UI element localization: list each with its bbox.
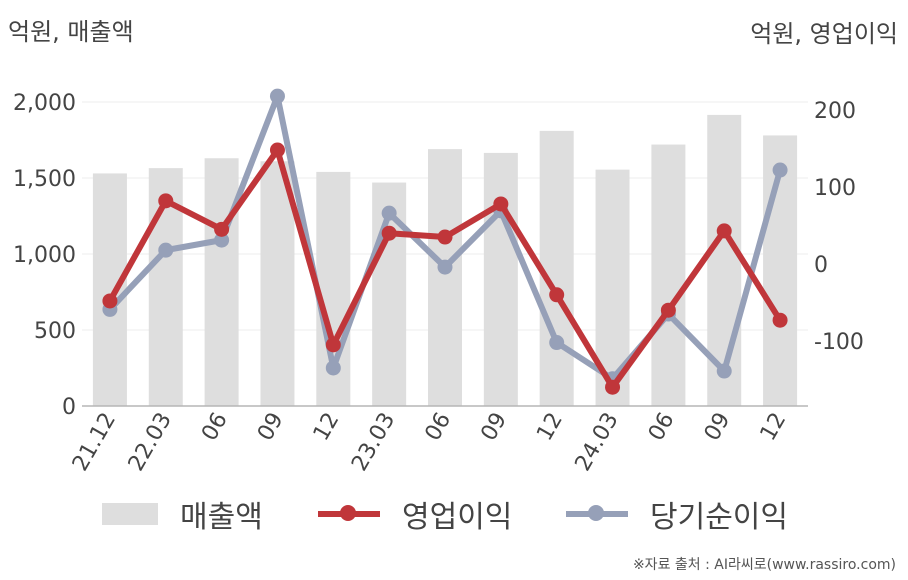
x-tick-label: 09 — [700, 409, 736, 446]
net-income-point — [158, 242, 174, 258]
source-note: ※자료 출처 : AI라씨로(www.rassiro.com) — [632, 557, 896, 573]
revenue-bar — [260, 161, 295, 406]
x-tick-label: 06 — [421, 409, 457, 446]
revenue-bar — [92, 173, 127, 406]
legend-item-operating-profit: 영업이익 — [318, 492, 512, 536]
left-tick-label: 1,500 — [13, 167, 76, 192]
legend-label-revenue: 매출액 — [180, 500, 263, 535]
x-tick-label: 09 — [476, 409, 512, 446]
x-tick-label: 06 — [197, 409, 233, 446]
operating-profit-point — [214, 221, 230, 237]
revenue-bar — [428, 149, 462, 406]
x-tick-label: 22.03 — [124, 409, 177, 476]
right-tick-label: -100 — [814, 330, 864, 355]
right-tick-label: 200 — [814, 99, 856, 124]
legend-swatch-net-income — [566, 505, 628, 521]
legend-label-net-income: 당기순이익 — [650, 500, 788, 535]
operating-profit-point — [493, 196, 509, 212]
operating-profit-point — [381, 225, 397, 241]
x-tick-label: 12 — [756, 409, 792, 446]
legend-label-operating-profit: 영업이익 — [402, 500, 513, 535]
x-tick-label: 06 — [644, 409, 680, 446]
legend-item-net-income: 당기순이익 — [566, 492, 788, 536]
left-tick-label: 0 — [62, 395, 76, 420]
x-tick-label: 24.03 — [571, 409, 624, 476]
legend-item-revenue: 매출액 — [102, 492, 263, 536]
left-tick-label: 500 — [34, 319, 76, 344]
net-income-point — [772, 162, 788, 178]
operating-profit-point — [102, 293, 118, 309]
revenue-bar — [483, 152, 518, 406]
operating-profit-point — [437, 229, 453, 245]
operating-profit-point — [325, 337, 341, 353]
operating-profit-point — [605, 379, 621, 395]
net-income-point — [437, 259, 453, 275]
operating-profit-point — [772, 312, 788, 328]
revenue-bar — [204, 158, 239, 406]
net-income-point — [381, 205, 397, 221]
left-tick-label: 1,000 — [13, 243, 76, 268]
legend-swatch-operating-profit — [318, 505, 380, 521]
net-income-point — [325, 360, 341, 376]
operating-profit-point — [716, 223, 732, 239]
right-tick-label: 100 — [814, 176, 856, 201]
operating-profit-point — [269, 142, 285, 158]
right-tick-label: 0 — [814, 253, 828, 278]
legend: 매출액 영업이익 당기순이익 — [0, 492, 908, 536]
net-income-point — [549, 335, 565, 351]
x-tick-label: 12 — [532, 409, 568, 446]
left-tick-label: 2,000 — [13, 91, 76, 116]
right-axis-unit-label: 억원, 영업이익 — [750, 20, 898, 48]
operating-profit-point — [158, 193, 174, 209]
x-tick-label: 23.03 — [347, 409, 400, 476]
left-axis-unit-label: 억원, 매출액 — [8, 18, 134, 46]
operating-profit-point — [660, 302, 676, 318]
x-tick-label: 09 — [253, 409, 289, 446]
net-income-point — [269, 88, 285, 104]
x-tick-label: 12 — [309, 409, 345, 446]
legend-swatch-revenue — [102, 503, 158, 525]
net-income-point — [716, 363, 732, 379]
operating-profit-point — [549, 287, 565, 303]
net-income-point — [214, 232, 230, 248]
revenue-bar — [651, 144, 686, 406]
revenue-bar — [539, 130, 574, 406]
